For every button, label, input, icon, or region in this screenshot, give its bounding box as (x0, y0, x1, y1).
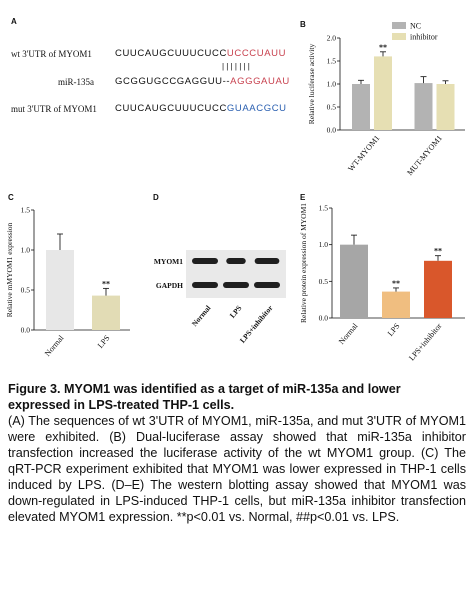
x-tick-label: MUT-MYOM1 (405, 134, 444, 178)
y-axis-label: Relative luciferase activity (307, 44, 316, 125)
y-tick-label: 0.0 (327, 126, 337, 135)
band-gapdh-1 (223, 282, 249, 288)
chart-b: 0.0 0.5 1.0 1.5 2.0 Relative luciferase activ… (307, 22, 465, 178)
bar-normal (46, 250, 74, 330)
y-tick-label: 1.0 (319, 240, 329, 249)
wt-seq-black: CUUCAUGCUUUCUCC (115, 48, 227, 59)
legend-label: NC (410, 22, 421, 31)
y-tick-label: 0.0 (21, 326, 31, 335)
panel-letter-c: C (8, 193, 14, 202)
chart-e: 0.0 0.5 1.0 1.5 Relative protein expression … (299, 203, 465, 362)
significance-label: ** (379, 43, 387, 52)
band-myom1-1 (226, 258, 246, 264)
x-tick-label: Normal (337, 321, 360, 346)
bar-inhibitor-1 (436, 84, 455, 130)
y-tick-label: 2.0 (327, 34, 337, 43)
y-tick-label: 1.5 (21, 206, 31, 215)
y-tick-label: 1.5 (319, 204, 329, 213)
panel-letter-b: B (300, 20, 306, 29)
panel-letter-d: D (153, 193, 159, 202)
band-myom1-2 (254, 258, 280, 264)
mir-seq-black: GCGGUGCCGAGGUU-- (115, 76, 231, 87)
bar-inhibitor-0 (374, 56, 392, 130)
y-axis-label: Relative mMYOM1 expression (5, 222, 14, 317)
significance-label: ** (392, 279, 400, 288)
mir-sequence: GCGGUGCCGAGGUU--AGGGAUAU (115, 76, 290, 87)
wt-utr-sequence: CUUCAUGCUUUCUCCUCCCUAUU (115, 48, 286, 59)
y-tick-label: 1.0 (21, 246, 31, 255)
caption-body: (A) The sequences of wt 3'UTR of MYOM1, … (8, 414, 466, 524)
figure-caption: Figure 3. MYOM1 was identified as a targ… (8, 381, 466, 525)
y-tick-label: 1.0 (327, 80, 337, 89)
y-tick-label: 0.5 (21, 286, 31, 295)
band-myom1-0 (192, 258, 218, 264)
mir-label: miR-135a (58, 77, 94, 87)
y-tick-label: 0.5 (319, 277, 329, 286)
bar-nc-1 (414, 83, 433, 130)
bar-1 (382, 291, 410, 318)
bar-nc-0 (352, 84, 370, 130)
blot-background (186, 250, 286, 298)
bar-2 (424, 260, 452, 318)
x-tick-label: LPS+inhibitor (407, 321, 444, 362)
band-label: MYOM1 (154, 257, 183, 266)
band-gapdh-2 (254, 282, 280, 288)
mut-utr-sequence: CUUCAUGCUUUCUCCGUAACGCU (115, 103, 287, 114)
y-tick-label: 0.0 (319, 314, 329, 323)
x-tick-label: LPS (386, 322, 402, 338)
band-gapdh-0 (192, 282, 218, 288)
y-tick-label: 0.5 (327, 103, 337, 112)
mut-seq-black: CUUCAUGCUUUCUCC (115, 103, 227, 114)
significance-label: ** (102, 279, 110, 288)
lane-label: LPS (228, 304, 244, 320)
mut-utr-label: mut 3'UTR of MYOM1 (11, 104, 97, 114)
y-axis-label: Relative protein expression of MYOM1 (299, 203, 308, 323)
wt-utr-label: wt 3'UTR of MYOM1 (11, 49, 92, 59)
y-tick-label: 1.5 (327, 57, 337, 66)
wt-seq-red: UCCCUAUU (226, 48, 287, 59)
legend-swatch (392, 22, 406, 29)
legend-label: inhibitor (410, 33, 438, 42)
significance-label: ** (434, 247, 442, 256)
band-label: GAPDH (156, 281, 183, 290)
bar-0 (340, 244, 368, 318)
chart-c: 0.0 0.5 1.0 1.5 Relative mMYOM1 expression No… (5, 206, 130, 358)
lane-label: Normal (190, 304, 213, 329)
x-tick-label: LPS (96, 334, 112, 350)
mut-seq-blue: GUAACGCU (226, 103, 287, 114)
panel-letter-e: E (300, 193, 306, 202)
caption-title: Figure 3. MYOM1 was identified as a targ… (8, 382, 401, 412)
x-tick-label: WT-MYOM1 (346, 134, 381, 174)
x-tick-label: Normal (43, 333, 66, 358)
legend-swatch (392, 33, 406, 40)
pairing-lines: | | | | | | | (222, 62, 250, 71)
bar-lps (92, 295, 120, 330)
mir-seq-red: AGGGAUAU (230, 76, 290, 87)
panel-letter-a: A (11, 17, 17, 26)
